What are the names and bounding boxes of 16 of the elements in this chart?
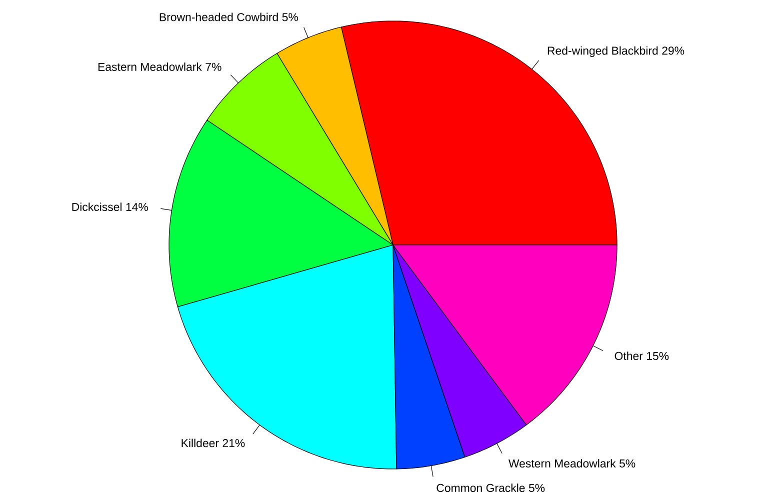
slice-label: Western Meadowlark bbox=[508, 459, 616, 468]
slice-label: Common Grackle bbox=[436, 484, 525, 492]
data-label: 5% bbox=[282, 13, 298, 22]
data-label: 15% bbox=[646, 352, 669, 360]
slice-label: Other bbox=[614, 352, 643, 360]
slice-label: Killdeer bbox=[182, 438, 219, 448]
data-label: 5% bbox=[619, 459, 636, 468]
data-label: 7% bbox=[206, 62, 222, 71]
slice-label: Dickcissel bbox=[72, 202, 122, 212]
data-label: 29% bbox=[662, 46, 684, 55]
data-label: 14% bbox=[126, 202, 148, 211]
slice-label: Red-winged Blackbird bbox=[548, 46, 658, 57]
data-label: 5% bbox=[528, 484, 545, 492]
slice-label: Brown-headed Cowbird bbox=[160, 12, 278, 22]
slice-label: Eastern Meadowlark bbox=[98, 62, 202, 71]
data-label: 21% bbox=[222, 439, 245, 448]
